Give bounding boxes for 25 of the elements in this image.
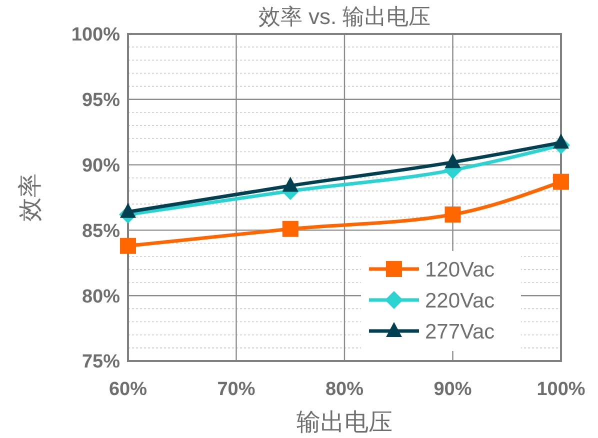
y-tick-label: 75% <box>82 352 120 373</box>
x-axis-title: 输出电压 <box>296 409 392 436</box>
legend-label: 277Vac <box>425 320 495 344</box>
point <box>553 174 569 190</box>
x-tick-label: 60% <box>108 379 148 400</box>
x-tick-label: 90% <box>434 379 472 400</box>
y-tick-label: 95% <box>82 90 120 112</box>
legend-label: 220Vac <box>425 289 495 312</box>
y-tick-label: 85% <box>82 220 120 242</box>
chart-title: 效率 vs. 输出电压 <box>258 4 431 29</box>
point <box>444 153 461 168</box>
y-tick-label: 100% <box>71 24 120 46</box>
point <box>444 206 461 223</box>
point <box>282 220 298 237</box>
legend-label: 120Vac <box>425 258 495 282</box>
x-tick-label: 100% <box>536 379 586 400</box>
point <box>282 176 298 192</box>
point <box>120 238 136 254</box>
x-tick-label: 70% <box>217 379 256 400</box>
y-axis-title: 效率 <box>17 174 44 222</box>
point <box>553 134 569 149</box>
y-tick-label: 80% <box>82 286 120 308</box>
point <box>120 202 136 218</box>
x-tick-label: 80% <box>325 379 364 400</box>
y-tick-label: 90% <box>82 155 120 176</box>
